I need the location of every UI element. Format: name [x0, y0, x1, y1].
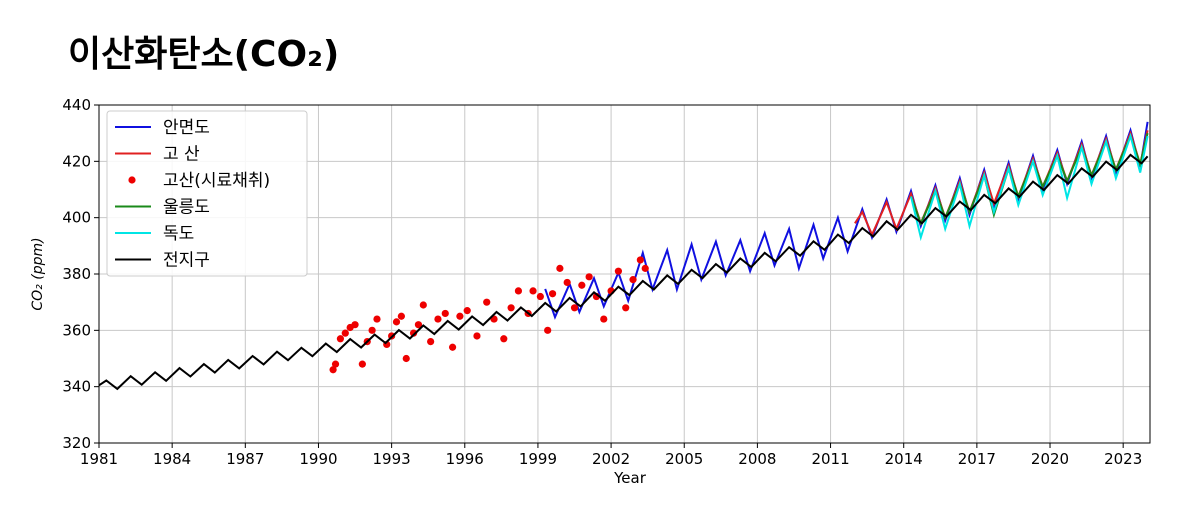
y-tick-label: 360	[62, 321, 91, 339]
plot-area	[99, 121, 1149, 391]
x-tick-label: 1981	[80, 450, 118, 468]
data-point	[578, 281, 586, 289]
x-tick-label: 2005	[665, 450, 703, 468]
legend-label: 독도	[163, 224, 194, 244]
data-point	[473, 332, 481, 340]
data-point	[536, 292, 544, 301]
data-point	[351, 321, 359, 329]
data-point	[622, 304, 630, 312]
x-tick-label: 2020	[1031, 450, 1069, 468]
x-tick-label: 2023	[1104, 450, 1142, 468]
data-point	[636, 256, 644, 264]
data-point	[414, 321, 423, 329]
x-tick-label: 1987	[226, 450, 264, 468]
data-point	[336, 335, 345, 343]
data-point	[556, 264, 564, 272]
data-point	[419, 301, 427, 309]
data-point	[368, 326, 376, 334]
x-tick-label: 1993	[373, 450, 411, 468]
y-tick-label: 340	[62, 378, 91, 396]
data-point	[456, 312, 464, 320]
x-tick-label: 2014	[885, 450, 923, 468]
data-point	[434, 315, 442, 323]
data-point	[641, 264, 649, 272]
legend-label: 고산(시료채취)	[163, 171, 270, 191]
data-point	[548, 290, 557, 298]
x-tick-label: 2002	[592, 450, 630, 468]
data-point	[544, 326, 552, 334]
data-point	[600, 315, 608, 323]
data-point	[358, 360, 366, 368]
y-tick-label: 320	[62, 434, 91, 452]
legend-marker	[128, 176, 136, 184]
data-line	[910, 132, 1149, 226]
legend-label: 울릉도	[163, 198, 210, 218]
data-point	[441, 309, 449, 318]
data-line	[99, 153, 1149, 391]
data-point	[373, 315, 381, 323]
data-point	[409, 329, 418, 337]
data-point	[514, 287, 523, 295]
data-point	[614, 267, 623, 275]
legend-label: 고 산	[163, 145, 200, 165]
data-point	[463, 307, 471, 315]
data-point	[529, 287, 537, 295]
y-tick-label: 420	[62, 152, 91, 170]
x-axis-label: Year	[613, 469, 647, 487]
data-point	[585, 273, 593, 281]
data-point	[500, 335, 508, 343]
legend-label: 안면도	[163, 118, 210, 138]
data-point	[448, 343, 457, 351]
legend-box	[106, 110, 308, 277]
x-tick-label: 2011	[811, 450, 849, 468]
x-tick-label: 2008	[738, 450, 776, 468]
y-axis-label: CO₂ (ppm)	[30, 237, 46, 310]
y-tick-label: 440	[62, 96, 91, 114]
data-point	[483, 298, 491, 306]
y-tick-label: 380	[62, 265, 91, 283]
plot-frame	[98, 104, 1151, 444]
x-tick-label: 1999	[519, 450, 557, 468]
chart-title: 이산화탄소(CO₂)	[68, 34, 339, 75]
y-tick-label: 400	[62, 209, 91, 227]
x-tick-label: 1990	[299, 450, 337, 468]
data-point	[392, 318, 401, 326]
data-point	[427, 338, 435, 346]
data-point	[507, 304, 515, 312]
x-tick-label: 1996	[446, 450, 484, 468]
x-tick-label: 2017	[958, 450, 996, 468]
data-point	[331, 360, 340, 368]
data-point	[329, 366, 337, 374]
x-tick-label: 1984	[153, 450, 191, 468]
data-point	[397, 312, 405, 320]
legend-label: 전지구	[163, 251, 210, 271]
data-point	[563, 278, 571, 287]
data-point	[570, 304, 579, 312]
data-point	[402, 354, 410, 363]
data-point	[629, 276, 637, 284]
data-point	[341, 329, 349, 337]
